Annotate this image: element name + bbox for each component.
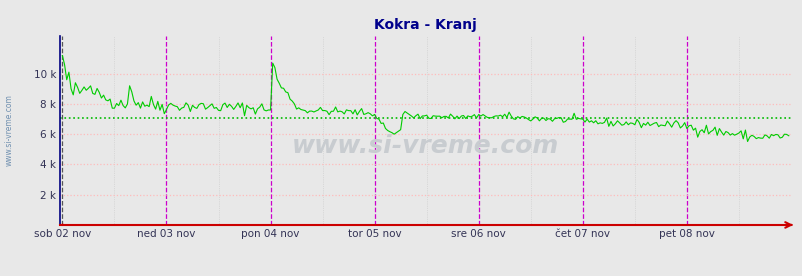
Text: www.si-vreme.com: www.si-vreme.com — [292, 134, 558, 158]
Text: www.si-vreme.com: www.si-vreme.com — [5, 94, 14, 166]
Title: Kokra - Kranj: Kokra - Kranj — [374, 18, 476, 32]
